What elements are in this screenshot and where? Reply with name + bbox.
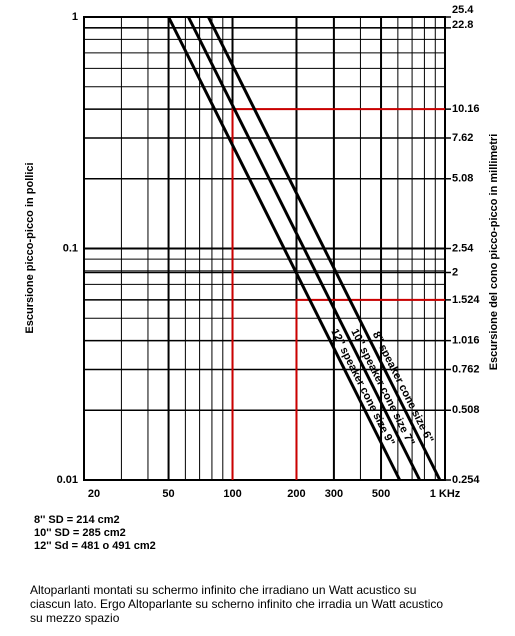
- y2-tick-label: 0.762: [452, 363, 480, 375]
- plot-frame: [83, 16, 446, 481]
- y2-tick-label: 0.254: [452, 474, 480, 486]
- caption-line: Altoparlanti montati su schermo infinito…: [30, 583, 416, 597]
- x-tick-label: 1 KHz: [430, 488, 461, 500]
- y2-tick-label: 10.16: [452, 103, 480, 115]
- x-tick-label: 200: [287, 488, 305, 500]
- y2-tick-label: 2.54: [452, 242, 474, 254]
- y2-tick-label: 5.08: [452, 173, 473, 185]
- x-tick-label: 100: [223, 488, 241, 500]
- y2-axis-title: Escursione del cono picco-picco in milli…: [488, 134, 500, 371]
- y-tick-label: 0.01: [57, 474, 78, 486]
- guide-line: [231, 108, 445, 480]
- series-line: [207, 16, 442, 481]
- caption-line: su mezzo spazio: [30, 611, 120, 625]
- y2-tick-label: 1.016: [452, 335, 480, 347]
- caption-line: ciascun lato. Ergo Altoparlante su scher…: [30, 597, 443, 611]
- guide-line: [295, 298, 445, 480]
- y2-tick-label: 1.524: [452, 294, 480, 306]
- y2-tick-label: 0.508: [452, 404, 480, 416]
- y2-tick-label: 2: [452, 266, 458, 278]
- y2-tick-label: 22.8: [452, 19, 473, 31]
- y-tick-label: 1: [72, 11, 78, 23]
- note: 10'' SD = 285 cm2: [34, 527, 126, 539]
- y2-tick-label: 7.62: [452, 132, 473, 144]
- note: 8'' SD = 214 cm2: [34, 514, 120, 526]
- x-tick-label: 500: [372, 488, 390, 500]
- y-tick-label: 0.1: [63, 242, 78, 254]
- y2-tick-label: 25.4: [452, 4, 474, 16]
- note: 12'' Sd = 481 o 491 cm2: [34, 540, 156, 552]
- series-line: [187, 16, 422, 481]
- y-axis-title: Escursione picco-picco in pollici: [24, 162, 36, 333]
- x-tick-label: 300: [325, 488, 343, 500]
- x-tick-label: 50: [162, 488, 174, 500]
- x-tick-label: 20: [88, 488, 100, 500]
- series-line: [167, 16, 402, 481]
